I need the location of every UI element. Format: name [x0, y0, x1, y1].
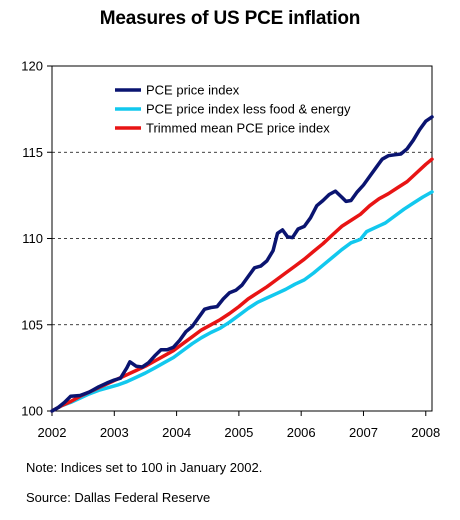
y-tick-label: 115: [22, 145, 43, 160]
y-tick-label: 120: [21, 59, 43, 74]
y-tick-label: 110: [22, 231, 43, 246]
x-tick-label: 2003: [100, 425, 129, 440]
y-tick-label: 105: [21, 317, 43, 332]
x-tick-label: 2005: [224, 425, 253, 440]
gridlines: [52, 151, 432, 326]
series-line-0: [50, 115, 434, 413]
x-tick-label: 2002: [38, 425, 67, 440]
y-tick-label: 100: [21, 404, 43, 419]
legend-label-2: Trimmed mean PCE price index: [146, 121, 330, 136]
legend-label-0: PCE price index: [146, 83, 240, 98]
x-tick-label: 2007: [349, 425, 378, 440]
series-lines: [50, 115, 434, 413]
chart-note: Note: Indices set to 100 in January 2002…: [26, 460, 263, 475]
x-tick-label: 2004: [162, 425, 191, 440]
legend: PCE price index PCE price index less food…: [115, 83, 351, 136]
x-tick-label: 2006: [287, 425, 316, 440]
chart-title: Measures of US PCE inflation: [99, 8, 361, 29]
legend-label-1: PCE price index less food & energy: [146, 102, 351, 117]
chart-source: Source: Dallas Federal Reserve: [26, 490, 211, 505]
axes: 100 105 110 115 120 2002 2003 2004 2005 2006 2007 2…: [21, 59, 440, 441]
x-tick-label: 2008: [411, 425, 440, 440]
series-line-1: [50, 190, 434, 413]
